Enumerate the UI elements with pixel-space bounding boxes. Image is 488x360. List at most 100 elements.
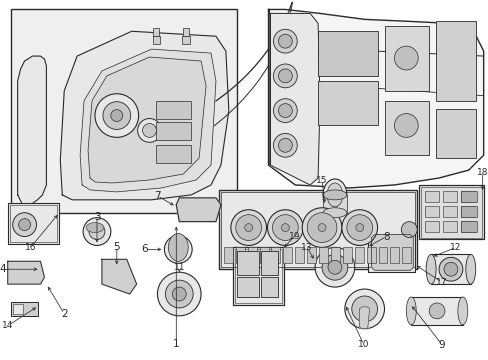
Bar <box>236 277 258 297</box>
Bar <box>317 31 377 76</box>
Circle shape <box>111 109 122 122</box>
Circle shape <box>278 104 292 117</box>
Circle shape <box>230 210 266 246</box>
Bar <box>424 206 438 217</box>
Bar <box>260 277 278 297</box>
Bar <box>259 247 268 263</box>
Polygon shape <box>371 234 412 270</box>
Circle shape <box>351 296 377 322</box>
Circle shape <box>278 69 292 83</box>
Ellipse shape <box>323 179 346 211</box>
Bar <box>183 28 189 36</box>
Bar <box>234 249 282 303</box>
Polygon shape <box>88 57 205 183</box>
Polygon shape <box>176 198 221 222</box>
Text: 8: 8 <box>383 231 389 242</box>
Circle shape <box>344 289 384 329</box>
Bar <box>13 304 22 314</box>
Text: 4: 4 <box>0 264 6 274</box>
Bar <box>424 191 438 202</box>
Bar <box>460 206 474 217</box>
Circle shape <box>267 210 303 246</box>
Circle shape <box>306 213 336 243</box>
Circle shape <box>428 303 444 319</box>
Bar <box>367 234 414 272</box>
Circle shape <box>355 224 363 231</box>
Circle shape <box>272 215 298 240</box>
Ellipse shape <box>326 183 342 207</box>
Circle shape <box>394 46 417 70</box>
Circle shape <box>13 213 37 237</box>
Bar <box>442 206 456 217</box>
Circle shape <box>346 215 372 240</box>
Text: 12: 12 <box>449 243 461 252</box>
Bar <box>389 247 399 263</box>
Bar <box>323 195 346 213</box>
Bar <box>366 247 375 263</box>
Circle shape <box>19 219 30 230</box>
Circle shape <box>341 210 377 246</box>
Text: 17: 17 <box>435 278 447 287</box>
Bar <box>319 247 327 263</box>
Circle shape <box>170 242 186 257</box>
Ellipse shape <box>86 222 104 233</box>
Bar <box>236 251 258 275</box>
Text: 3: 3 <box>94 212 100 222</box>
Bar <box>306 247 315 263</box>
Ellipse shape <box>425 255 435 284</box>
Bar <box>402 247 410 263</box>
Bar <box>152 36 160 44</box>
Polygon shape <box>102 259 136 294</box>
Ellipse shape <box>168 234 188 261</box>
Bar <box>420 187 481 238</box>
Polygon shape <box>359 307 369 329</box>
Bar <box>232 247 284 305</box>
Circle shape <box>273 99 297 122</box>
Text: 10: 10 <box>357 340 369 349</box>
Text: 1: 1 <box>173 339 179 348</box>
Bar <box>442 191 456 202</box>
Polygon shape <box>270 13 320 185</box>
Text: 2: 2 <box>61 309 67 319</box>
Circle shape <box>278 138 292 152</box>
Circle shape <box>302 208 341 247</box>
Ellipse shape <box>465 255 475 284</box>
Circle shape <box>95 94 138 138</box>
Circle shape <box>314 247 354 287</box>
Ellipse shape <box>457 297 467 325</box>
Text: 18: 18 <box>476 167 488 176</box>
Polygon shape <box>60 31 228 200</box>
Text: 14: 14 <box>2 321 13 330</box>
Circle shape <box>83 218 111 246</box>
Bar <box>460 221 474 231</box>
Circle shape <box>273 29 297 53</box>
Bar <box>156 145 191 163</box>
Text: 13: 13 <box>301 243 312 252</box>
Ellipse shape <box>323 190 346 200</box>
Circle shape <box>157 272 201 316</box>
Bar <box>460 191 474 202</box>
Circle shape <box>165 280 193 308</box>
Bar <box>342 247 351 263</box>
Bar <box>378 247 386 263</box>
Bar <box>182 36 190 44</box>
Circle shape <box>327 260 341 274</box>
Circle shape <box>273 64 297 88</box>
Polygon shape <box>18 56 46 205</box>
Text: 5: 5 <box>113 242 120 252</box>
Text: 19: 19 <box>288 232 300 241</box>
Bar <box>224 247 232 263</box>
Text: 7: 7 <box>154 191 161 201</box>
Circle shape <box>281 224 289 231</box>
Circle shape <box>438 257 462 281</box>
Bar <box>156 101 191 118</box>
Bar <box>295 247 304 263</box>
Bar <box>260 251 278 275</box>
Text: 6: 6 <box>141 244 147 255</box>
Bar <box>330 247 339 263</box>
Bar <box>435 109 475 158</box>
Bar <box>384 101 428 155</box>
Bar <box>156 122 191 140</box>
Bar <box>235 247 244 263</box>
Circle shape <box>443 262 457 276</box>
